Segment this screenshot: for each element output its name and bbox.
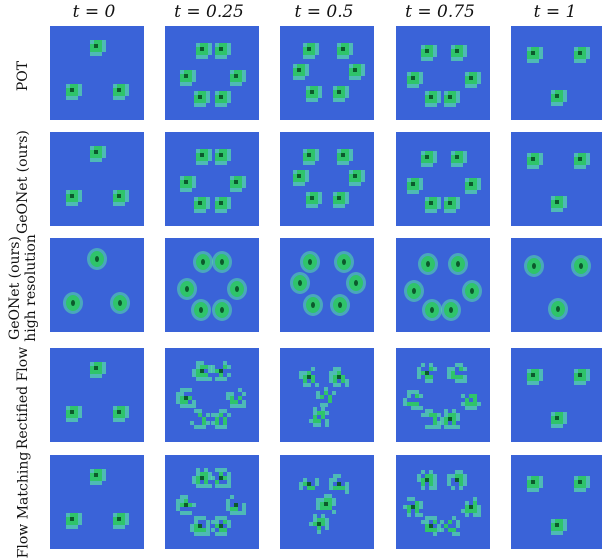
density-plot xyxy=(403,470,481,536)
row-label-pot: POT xyxy=(15,60,31,92)
density-plot xyxy=(177,251,247,321)
density-plot xyxy=(180,149,246,213)
density-plot xyxy=(66,40,129,100)
density-plot xyxy=(293,149,365,208)
panel-flow-matching-t075 xyxy=(396,455,490,549)
panel-rectified-flow-t0 xyxy=(50,348,144,442)
panel-flow-matching-t05 xyxy=(280,455,374,549)
density-plot xyxy=(299,474,349,534)
row-label-line-1: GeONet (ours) xyxy=(7,236,23,340)
panel-flow-matching-t1 xyxy=(511,455,602,549)
panel-geonet-highres-t075 xyxy=(396,238,490,332)
column-header-t025: t = 0.25 xyxy=(174,2,244,22)
panel-pot-t025 xyxy=(165,26,259,120)
panel-geonet-t05 xyxy=(280,132,374,226)
panel-geonet-highres-t1 xyxy=(511,238,602,332)
row-label-geonet: GeONet (ours) xyxy=(15,130,31,234)
density-plot xyxy=(176,361,246,429)
column-header-t0: t = 0 xyxy=(72,2,116,22)
density-plot xyxy=(176,468,246,536)
density-plot xyxy=(527,369,590,428)
row-label-line-2: high resolution xyxy=(23,234,39,342)
panel-pot-t0 xyxy=(50,26,144,120)
density-plot xyxy=(290,251,366,316)
panel-rectified-flow-t1 xyxy=(511,348,602,442)
density-plot xyxy=(293,43,365,102)
panel-rectified-flow-t05 xyxy=(280,348,374,442)
density-plot xyxy=(66,146,129,206)
panel-pot-t075 xyxy=(396,26,490,120)
row-label-rectified-flow: Rectified Flow xyxy=(15,346,32,450)
density-plot xyxy=(407,45,481,107)
density-plot xyxy=(527,153,590,212)
density-plot xyxy=(524,255,591,320)
panel-rectified-flow-t075 xyxy=(396,348,490,442)
column-header-t05: t = 0.5 xyxy=(294,2,354,22)
density-plot xyxy=(299,367,349,427)
panel-rectified-flow-t025 xyxy=(165,348,259,442)
density-plot xyxy=(66,469,129,529)
row-label-geonet-highres: GeONet (ours) high resolution xyxy=(0,234,46,342)
density-plot xyxy=(66,362,129,422)
panel-geonet-t1 xyxy=(511,132,602,226)
panel-geonet-t025 xyxy=(165,132,259,226)
column-header-t1: t = 1 xyxy=(533,2,577,22)
panel-geonet-highres-t05 xyxy=(280,238,374,332)
panel-geonet-t075 xyxy=(396,132,490,226)
density-plot xyxy=(63,248,130,314)
panel-pot-t1 xyxy=(511,26,602,120)
density-plot xyxy=(527,47,590,106)
density-plot xyxy=(404,253,482,321)
panel-pot-t05 xyxy=(280,26,374,120)
panel-geonet-highres-t025 xyxy=(165,238,259,332)
panel-geonet-highres-t0 xyxy=(50,238,144,332)
density-plot xyxy=(527,476,590,535)
density-plot xyxy=(407,151,481,213)
column-header-t075: t = 0.75 xyxy=(405,2,475,22)
panel-flow-matching-t0 xyxy=(50,455,144,549)
row-label-flow-matching: Flow Matching xyxy=(15,451,31,558)
density-plot xyxy=(403,363,481,429)
panel-flow-matching-t025 xyxy=(165,455,259,549)
density-plot xyxy=(180,43,246,107)
panel-geonet-t0 xyxy=(50,132,144,226)
